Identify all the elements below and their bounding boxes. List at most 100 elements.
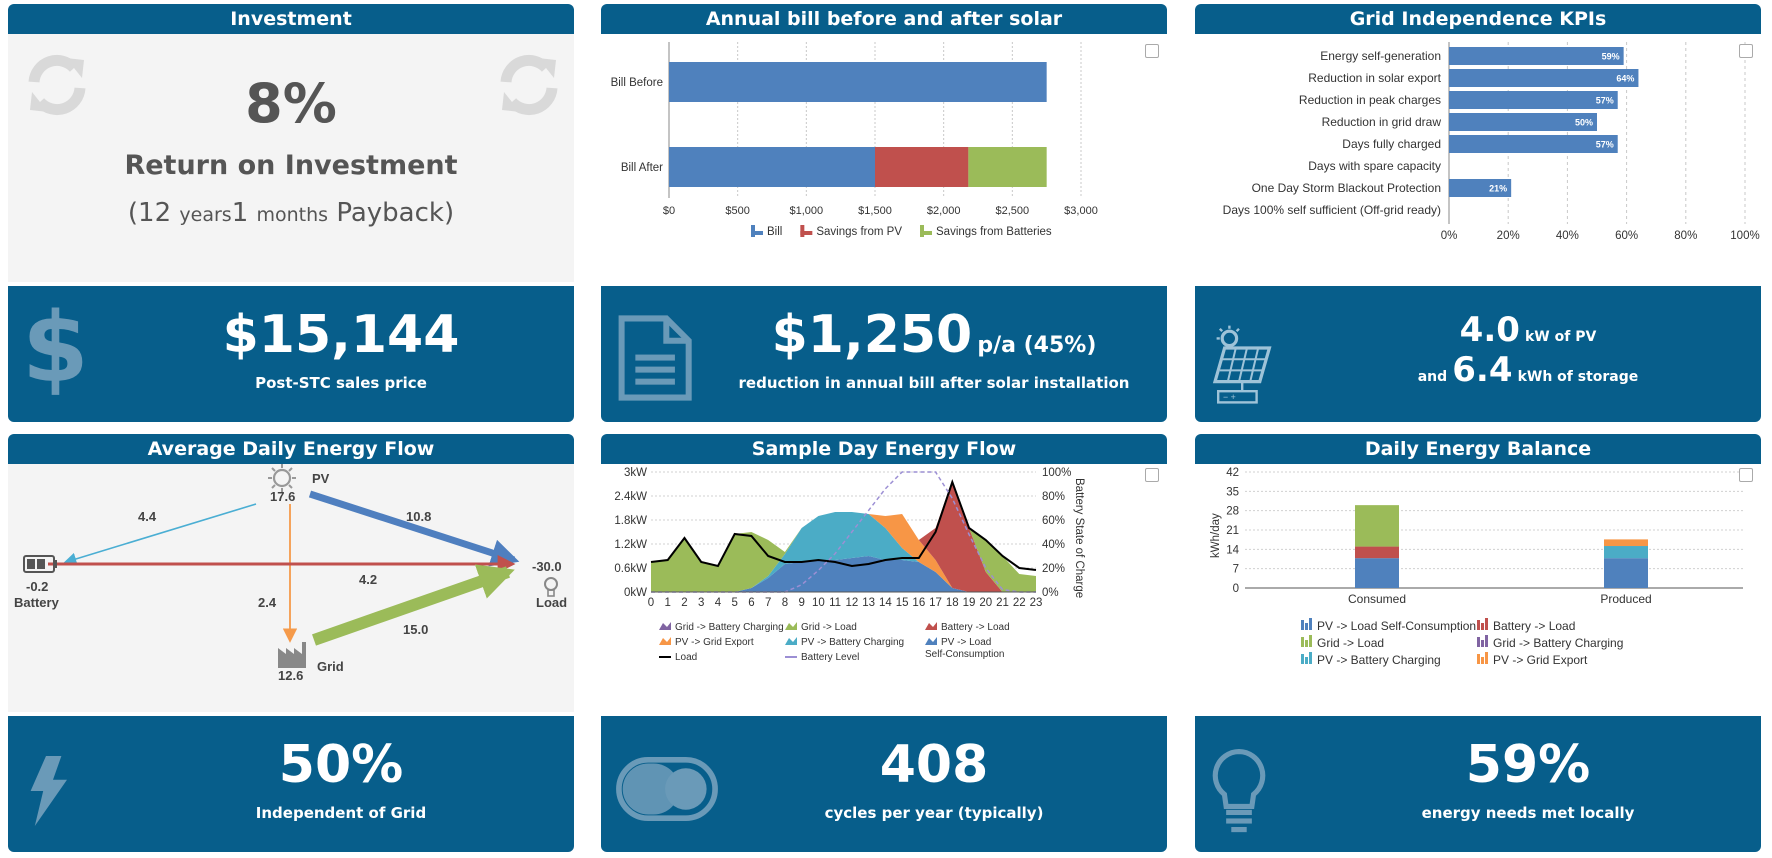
kpi-data-label: 64% bbox=[1616, 74, 1634, 84]
legend-item: PV -> Load bbox=[941, 637, 991, 648]
daily-balance-chart-area: 0 7 14 21 28 35 42 kWh/day Consumed Produced PV ->… bbox=[1195, 464, 1761, 712]
payback-years: (12 bbox=[127, 198, 172, 228]
svg-text:− +: − + bbox=[1223, 392, 1236, 402]
grid-kpis-chart-area: 0% 20% 40% 60% 80% 100% Energy self-generation… bbox=[1195, 34, 1761, 282]
x-tick-label: 13 bbox=[862, 597, 875, 609]
kpi-bar bbox=[1449, 91, 1618, 109]
legend-swatch bbox=[1485, 652, 1488, 664]
local-needs-label: energy needs met locally bbox=[1421, 804, 1635, 822]
legend-swatch bbox=[1477, 654, 1480, 664]
legend-swatch bbox=[1309, 635, 1312, 647]
legend-swatch bbox=[1481, 640, 1484, 647]
legend-item: PV -> Grid Export bbox=[1493, 653, 1588, 667]
pv-node-label: PV bbox=[312, 471, 330, 486]
legend-swatch bbox=[1485, 618, 1488, 630]
and-label: and bbox=[1417, 369, 1448, 385]
x-tick-label: $0 bbox=[663, 205, 675, 217]
legend-swatch bbox=[1309, 618, 1312, 630]
grid-kpis-card: Grid Independence KPIs 0% 20% 40% 60% 80% 100… bbox=[1195, 4, 1761, 422]
chart-export-icon[interactable] bbox=[1145, 44, 1159, 58]
investment-body: 8% Return on Investment (12 years1 month… bbox=[8, 34, 574, 282]
column-segment bbox=[1604, 546, 1648, 559]
legend-swatch bbox=[785, 637, 797, 645]
column-segment bbox=[1355, 558, 1399, 588]
factory-icon bbox=[278, 642, 306, 668]
column-segment bbox=[1355, 546, 1399, 559]
bar-segment bbox=[968, 147, 1047, 187]
legend-swatch bbox=[751, 231, 763, 235]
flow-grid-load-value: 15.0 bbox=[403, 622, 428, 637]
grid-node-label: Grid bbox=[317, 659, 344, 674]
kpi-data-label: 50% bbox=[1575, 118, 1593, 128]
kpi-data-label: 21% bbox=[1489, 184, 1507, 194]
kpi-bar bbox=[1449, 47, 1624, 65]
dollar-icon: $ bbox=[22, 292, 89, 404]
local-needs-value: 59% bbox=[1465, 735, 1591, 795]
independent-label: Independent of Grid bbox=[255, 804, 427, 822]
pv-size-unit: kW of PV bbox=[1525, 329, 1597, 345]
investment-card: Investment 8% Return on Investment bbox=[8, 4, 574, 422]
x-tick-label: 7 bbox=[765, 597, 771, 609]
x-tick-label: 4 bbox=[715, 597, 722, 609]
legend-item: Savings from PV bbox=[816, 226, 902, 238]
y-tick-label: 14 bbox=[1226, 544, 1239, 556]
legend-item: Self-Consumption bbox=[925, 649, 1004, 660]
payback-months-unit: months bbox=[256, 204, 329, 226]
legend-item: PV -> Battery Charging bbox=[1317, 653, 1441, 667]
legend-item: Grid -> Load bbox=[1317, 636, 1384, 650]
legend-item: Grid -> Load bbox=[801, 622, 857, 633]
line-series bbox=[650, 478, 1037, 571]
sample-day-title: Sample Day Energy Flow bbox=[601, 434, 1167, 464]
legend-item: Savings from Batteries bbox=[936, 226, 1052, 238]
legend-item: PV -> Load Self-Consumption bbox=[1317, 619, 1476, 633]
kpi-data-label: 57% bbox=[1596, 96, 1614, 106]
bar-segment bbox=[669, 62, 1047, 102]
x-tick-label: $2,500 bbox=[996, 205, 1030, 217]
bar-segment bbox=[875, 147, 969, 187]
legend-swatch bbox=[1305, 623, 1308, 630]
kpi-label: Reduction in solar export bbox=[1308, 71, 1441, 85]
lightbulb-icon bbox=[1212, 748, 1266, 833]
y-tick-label: 28 bbox=[1226, 506, 1239, 518]
chart-export-icon[interactable] bbox=[1739, 44, 1753, 58]
avg-flow-footer: 50% Independent of Grid bbox=[8, 716, 574, 852]
annual-saving-suffix: p/a (45%) bbox=[977, 333, 1097, 358]
legend-item: PV -> Battery Charging bbox=[801, 637, 904, 648]
kpi-bar bbox=[1449, 69, 1639, 87]
kpi-data-label: 57% bbox=[1596, 140, 1614, 150]
legend-swatch bbox=[1301, 654, 1304, 664]
legend-swatch bbox=[925, 622, 937, 630]
kpi-label: One Day Storm Blackout Protection bbox=[1252, 181, 1441, 195]
document-icon bbox=[618, 315, 692, 401]
refresh-icon bbox=[500, 54, 558, 116]
refresh-icon bbox=[28, 54, 86, 116]
legend-swatch bbox=[1477, 620, 1480, 630]
area-series bbox=[651, 512, 1036, 592]
x-tick-label: 0 bbox=[648, 597, 654, 609]
sample-day-chart: 0kW 0% 0.6kW 20% 1.2kW 40% 1.8kW 60% 2.4kW 80% 3kW… bbox=[614, 467, 1085, 663]
battery-node-value: -0.2 bbox=[26, 579, 48, 594]
legend-item: PV -> Grid Export bbox=[675, 637, 754, 648]
sun-icon bbox=[268, 464, 296, 492]
column-segment bbox=[1355, 505, 1399, 547]
x-tick-label: 20% bbox=[1497, 230, 1520, 242]
grid-kpis-footer: − + 4.0 kW of PV and 6.4 kWh of storage bbox=[1195, 286, 1761, 422]
chart-export-icon[interactable] bbox=[1145, 468, 1159, 482]
chart-export-icon[interactable] bbox=[1739, 468, 1753, 482]
daily-balance-card: Daily Energy Balance 0 7 14 21 28 35 42 kWh/day… bbox=[1195, 434, 1761, 852]
kpi-label: Days fully charged bbox=[1342, 137, 1441, 151]
y-tick-label: 2.4kW bbox=[614, 491, 647, 503]
flow-pv-grid-value: 2.4 bbox=[258, 595, 277, 610]
x-tick-label: 6 bbox=[748, 597, 754, 609]
legend-swatch bbox=[785, 622, 797, 630]
kpi-label: Energy self-generation bbox=[1320, 49, 1441, 63]
energy-flow-diagram: PV 17.6 -0.2 Battery -30.0 Load bbox=[14, 464, 567, 683]
pv-size-value: 4.0 bbox=[1459, 310, 1520, 350]
daily-balance-title: Daily Energy Balance bbox=[1195, 434, 1761, 464]
avg-flow-diagram: PV 17.6 -0.2 Battery -30.0 Load bbox=[8, 464, 574, 712]
x-tick-label: 3 bbox=[698, 597, 704, 609]
flow-pv-load-value: 10.8 bbox=[406, 509, 431, 524]
x-tick-label: $1,500 bbox=[858, 205, 892, 217]
y2-axis-title: Battery State of Charge bbox=[1073, 478, 1085, 598]
